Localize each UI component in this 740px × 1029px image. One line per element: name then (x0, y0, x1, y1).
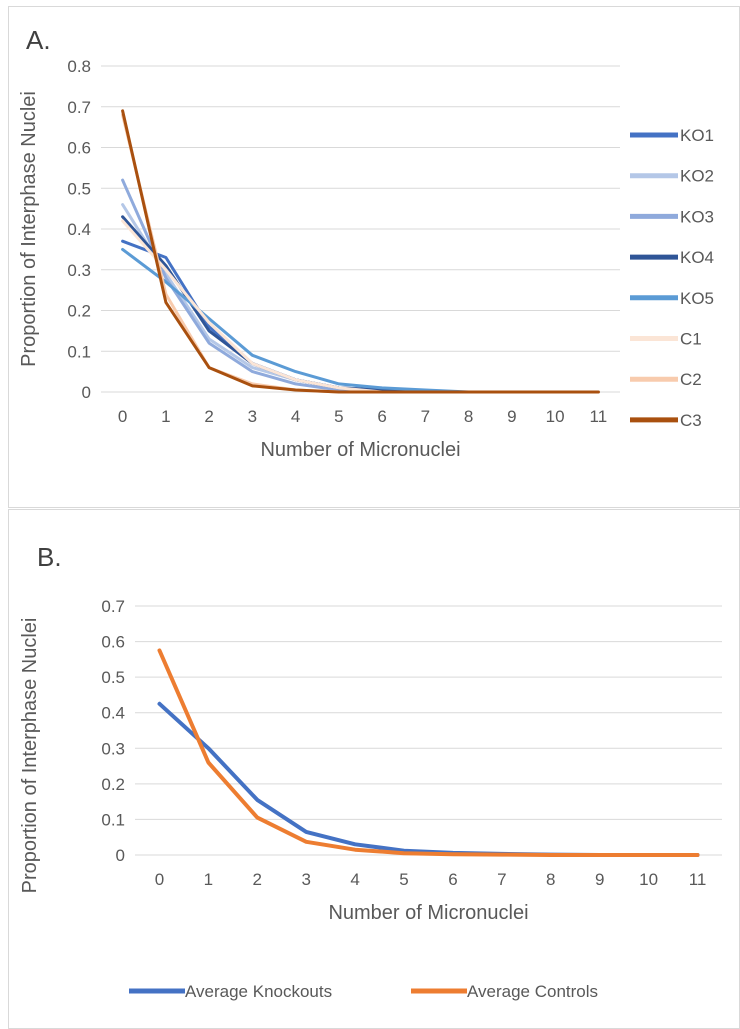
x-tick-label: 4 (350, 870, 359, 889)
x-tick-label: 5 (334, 407, 343, 426)
series-line-ko3 (121, 178, 600, 394)
y-tick-label: 0.1 (67, 342, 91, 361)
x-tick-label: 11 (689, 870, 707, 889)
y-tick-label: 0.4 (67, 220, 91, 239)
series-line-average-knockouts (157, 701, 700, 857)
series-line-average-controls (157, 648, 700, 857)
y-axis-title: Proportion of Interphase Nuclei (18, 91, 40, 367)
x-tick-label: 1 (161, 407, 170, 426)
x-tick-label: 7 (421, 407, 430, 426)
legend-label: C2 (680, 370, 702, 389)
chart-a-svg: A. 0 0.1 0.2 0.3 0.4 0.5 0.6 0.7 0.8 0 1 2 3 4 5 6 7 8 9 10 1… (18, 25, 714, 461)
y-tick-label: 0 (82, 383, 91, 402)
x-tick-label: 3 (248, 407, 257, 426)
y-tick-label: 0.6 (67, 139, 91, 158)
x-tick-label: 5 (399, 870, 408, 889)
legend-label: KO4 (680, 248, 714, 267)
legend-label: KO3 (680, 207, 714, 226)
panel-label: B. (37, 542, 62, 572)
x-tick-label: 0 (155, 870, 164, 889)
x-tick-label: 10 (639, 870, 658, 889)
legend-label: Average Knockouts (185, 982, 332, 1001)
y-tick-label: 0 (116, 846, 125, 865)
x-tick-label: 0 (118, 407, 127, 426)
y-tick-label: 0.5 (67, 179, 91, 198)
x-tick-label: 9 (507, 407, 516, 426)
y-tick-label: 0.2 (67, 302, 91, 321)
y-tick-label: 0.4 (101, 704, 125, 723)
legend-label: KO1 (680, 126, 714, 145)
x-tick-label: 3 (301, 870, 310, 889)
panel-label: A. (26, 25, 51, 55)
x-tick-label: 2 (253, 870, 262, 889)
x-tick-label: 11 (590, 407, 608, 426)
y-tick-label: 0.8 (67, 57, 91, 76)
chart-panel-a: A. 0 0.1 0.2 0.3 0.4 0.5 0.6 0.7 0.8 0 1 2 3 4 5 6 7 8 9 10 1… (8, 6, 740, 508)
x-tick-label: 8 (464, 407, 473, 426)
y-tick-label: 0.3 (101, 739, 125, 758)
x-tick-label: 4 (291, 407, 300, 426)
legend-label: KO2 (680, 167, 714, 186)
y-tick-label: 0.6 (101, 633, 125, 652)
x-tick-label: 7 (497, 870, 506, 889)
series-line-c2 (121, 113, 600, 394)
x-axis-title: Number of Micronuclei (260, 439, 460, 461)
chart-panel-b: B. 0 0.1 0.2 0.3 0.4 0.5 0.6 0.7 0 1 2 3 4 5 6 7 8 9 10 11 Nu… (8, 509, 740, 1029)
y-axis-title: Proportion of Interphase Nuclei (19, 618, 41, 894)
legend-label: C3 (680, 411, 702, 430)
y-tick-label: 0.7 (101, 597, 125, 616)
x-tick-label: 6 (448, 870, 457, 889)
legend-label: C1 (680, 330, 702, 349)
series-line-c1 (121, 219, 600, 394)
y-tick-label: 0.2 (101, 775, 125, 794)
x-tick-label: 10 (546, 407, 565, 426)
y-tick-label: 0.5 (101, 668, 125, 687)
x-tick-label: 8 (546, 870, 555, 889)
series-line-c3 (121, 109, 600, 394)
y-tick-label: 0.7 (67, 98, 91, 117)
legend-label: Average Controls (467, 982, 598, 1001)
x-tick-label: 9 (595, 870, 604, 889)
y-tick-label: 0.1 (101, 810, 125, 829)
legend-label: KO5 (680, 289, 714, 308)
x-tick-label: 1 (204, 870, 213, 889)
series-line-ko2 (121, 203, 600, 394)
chart-b-svg: B. 0 0.1 0.2 0.3 0.4 0.5 0.6 0.7 0 1 2 3 4 5 6 7 8 9 10 11 Nu… (19, 542, 722, 1001)
x-tick-label: 6 (377, 407, 386, 426)
y-tick-label: 0.3 (67, 261, 91, 280)
x-axis-title: Number of Micronuclei (328, 902, 528, 924)
x-tick-label: 2 (204, 407, 213, 426)
